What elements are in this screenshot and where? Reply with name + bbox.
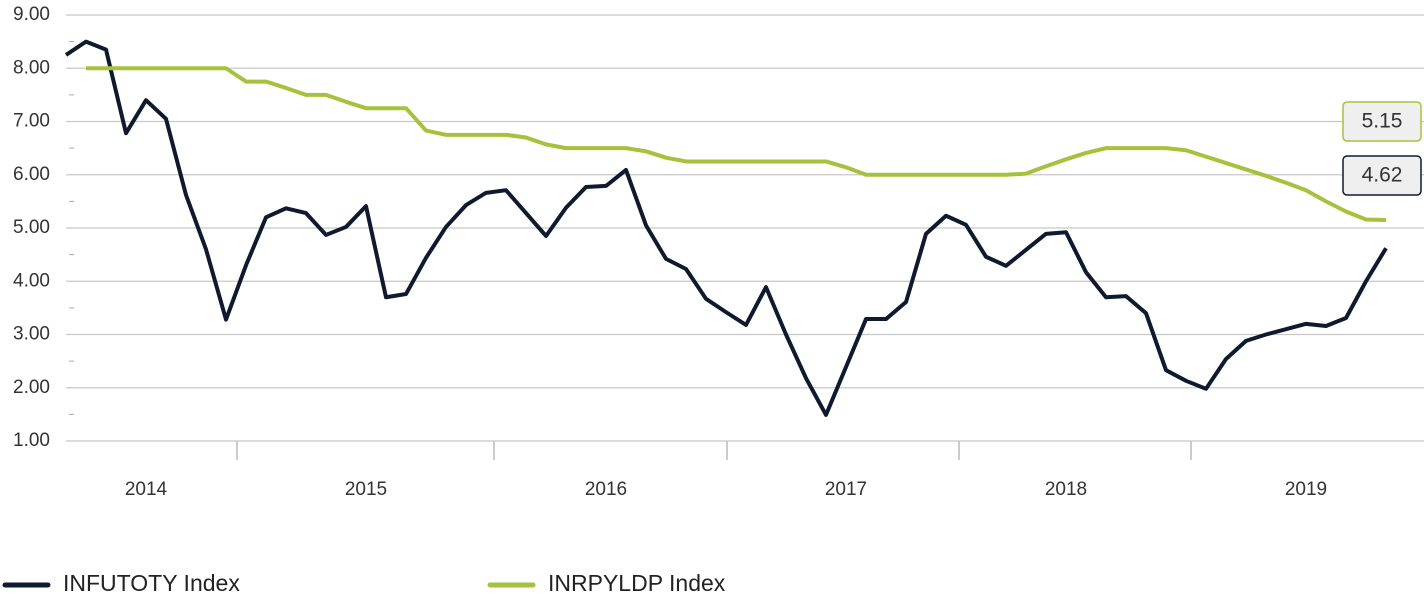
y-tick-label: 9.00	[13, 4, 50, 25]
y-tick-label: 2.00	[13, 377, 50, 398]
x-tick-label: 2015	[345, 479, 387, 500]
end-label-box	[1342, 101, 1422, 142]
end-label: 5.15	[1342, 101, 1422, 142]
y-tick-label: 1.00	[13, 430, 50, 451]
y-tick-label: 6.00	[13, 164, 50, 185]
y-tick-label: 7.00	[13, 111, 50, 132]
x-tick-label: 2018	[1045, 479, 1087, 500]
x-axis-ticks	[236, 441, 1192, 460]
series-line	[64, 39, 1388, 417]
x-tick-label: 2017	[825, 479, 867, 500]
y-tick-label: 8.00	[13, 57, 50, 78]
end-label-box	[1342, 155, 1422, 196]
legend-label: INFUTOTY Index	[63, 570, 240, 596]
end-label-text: 5.15	[1362, 110, 1403, 133]
y-tick-label: 3.00	[13, 324, 50, 345]
x-tick-label: 2019	[1285, 479, 1327, 500]
legend-label: INRPYLDP Index	[548, 570, 726, 596]
end-label-text: 4.62	[1362, 164, 1403, 187]
end-label: 4.62	[1342, 155, 1422, 196]
x-tick-label: 2016	[585, 479, 627, 500]
y-tick-label: 5.00	[13, 217, 50, 238]
y-tick-label: 4.00	[13, 270, 50, 291]
x-tick-label: 2014	[125, 479, 168, 500]
series-line	[86, 66, 1387, 223]
